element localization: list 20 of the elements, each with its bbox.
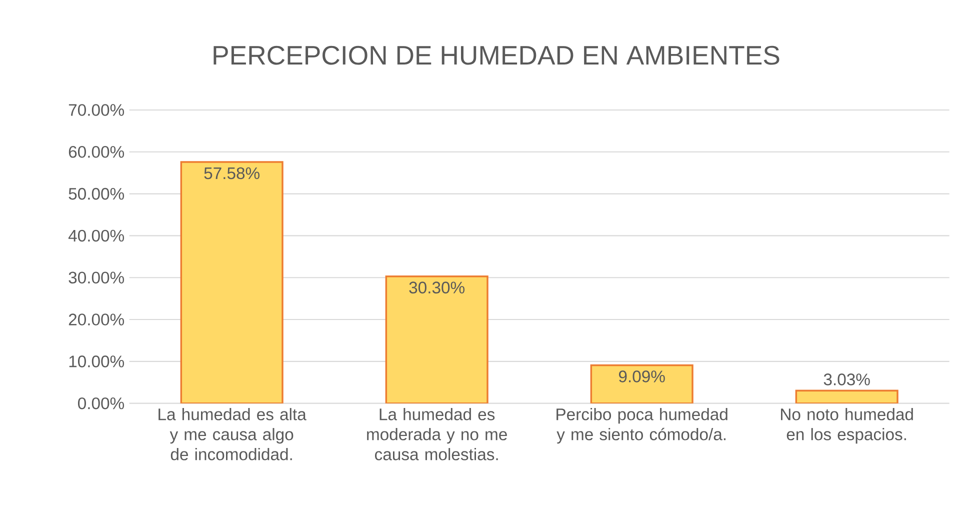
bar: [385, 275, 488, 404]
y-tick-label: 40.00%: [68, 230, 124, 242]
x-tick-label: La humedad es alta y me causa algo de incomodidad.: [158, 408, 306, 460]
y-tick-label: 60.00%: [68, 146, 124, 158]
x-tick-label: Percibo poca humedad y me siento cómodo/a.: [556, 408, 728, 444]
data-label: 57.58%: [204, 167, 260, 180]
x-tick-label: No noto humedad en los espacios.: [781, 408, 913, 444]
y-tick-label: 50.00%: [68, 188, 124, 200]
x-tick-label: La humedad es moderada y no me causa molestias.: [367, 408, 507, 460]
y-tick-label: 70.00%: [68, 104, 124, 116]
chart-title: PERCEPCION DE HUMEDAD EN AMBIENTES: [214, 46, 780, 65]
data-label: 30.30%: [409, 282, 464, 294]
data-label: 3.03%: [824, 374, 870, 386]
data-label: 9.09%: [618, 370, 665, 382]
y-tick-label: 20.00%: [68, 314, 124, 326]
bar: [590, 364, 694, 404]
y-tick-label: 10.00%: [69, 356, 124, 368]
bar: [180, 161, 284, 404]
y-tick-label: 0.00%: [78, 397, 124, 410]
y-tick-label: 30.00%: [68, 272, 124, 284]
